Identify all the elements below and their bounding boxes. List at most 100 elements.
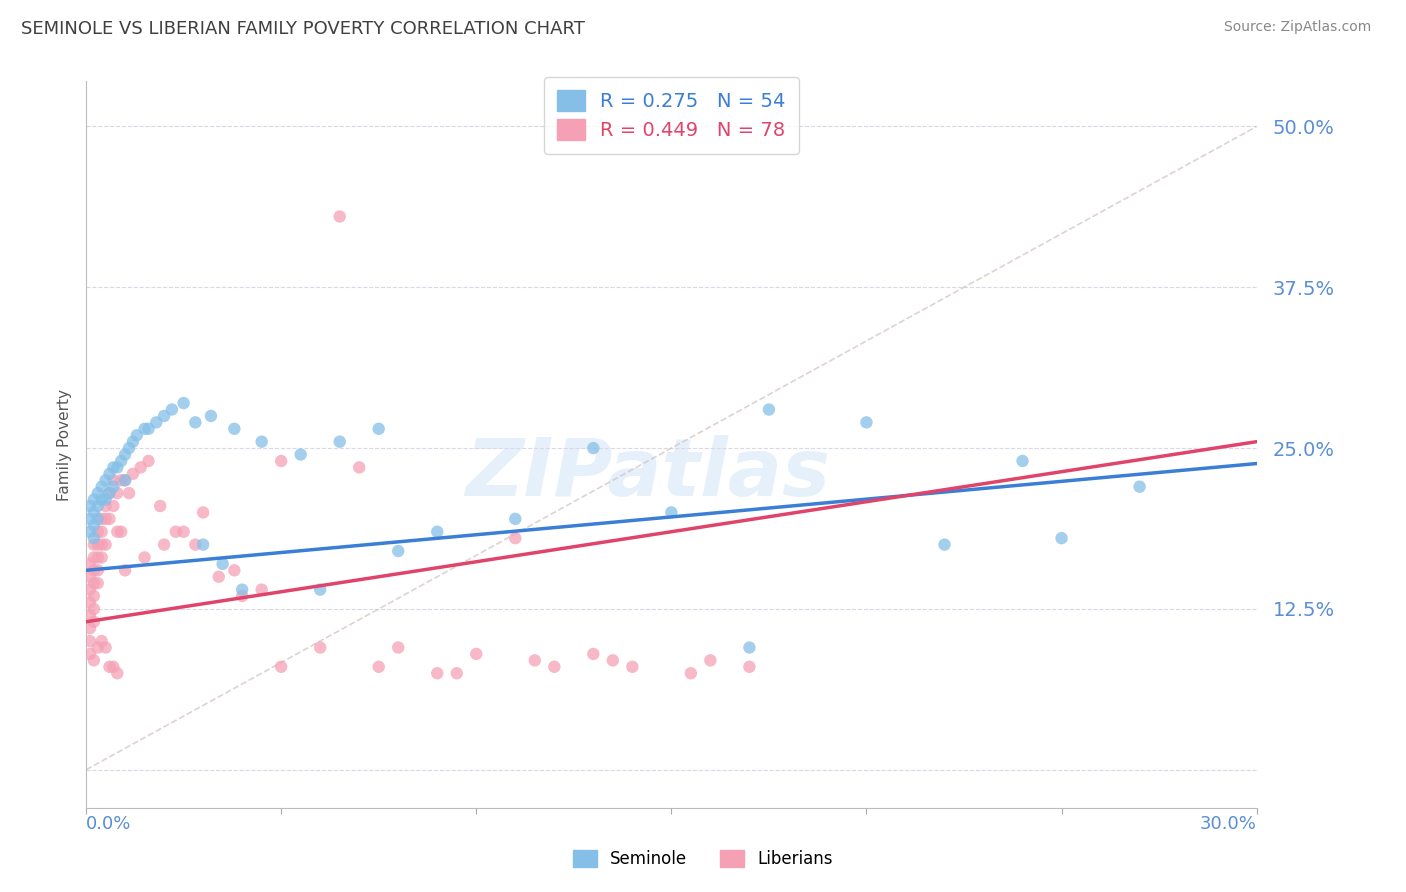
Point <box>231 582 253 597</box>
Point <box>699 653 721 667</box>
Point <box>211 557 233 571</box>
Point <box>329 210 352 224</box>
Point <box>367 660 389 674</box>
Point <box>855 416 877 430</box>
Point <box>934 538 956 552</box>
Point <box>83 615 105 629</box>
Point <box>503 531 526 545</box>
Point <box>87 550 110 565</box>
Point <box>270 660 292 674</box>
Point <box>79 595 101 609</box>
Point <box>153 409 176 423</box>
Point <box>83 653 105 667</box>
Point <box>125 428 148 442</box>
Point <box>329 434 352 449</box>
Point <box>426 666 449 681</box>
Point <box>191 538 214 552</box>
Point <box>122 467 145 481</box>
Point <box>465 647 488 661</box>
Point <box>129 460 152 475</box>
Point <box>87 640 110 655</box>
Point <box>145 416 167 430</box>
Point <box>90 492 112 507</box>
Point <box>110 454 132 468</box>
Point <box>94 512 117 526</box>
Point <box>224 563 246 577</box>
Point <box>114 448 136 462</box>
Point <box>165 524 187 539</box>
Point <box>1011 454 1033 468</box>
Point <box>110 473 132 487</box>
Point <box>231 589 253 603</box>
Point <box>387 640 409 655</box>
Point <box>149 499 172 513</box>
Point <box>110 524 132 539</box>
Point <box>153 538 176 552</box>
Point <box>387 544 409 558</box>
Point <box>173 524 195 539</box>
Point <box>103 499 125 513</box>
Point <box>103 460 125 475</box>
Point <box>87 576 110 591</box>
Point <box>90 512 112 526</box>
Point <box>90 524 112 539</box>
Point <box>103 480 125 494</box>
Point <box>83 589 105 603</box>
Text: ZIPatlas: ZIPatlas <box>465 435 831 513</box>
Point <box>250 582 273 597</box>
Point <box>621 660 644 674</box>
Point <box>105 666 128 681</box>
Point <box>87 512 110 526</box>
Point <box>83 576 105 591</box>
Point <box>426 524 449 539</box>
Text: 30.0%: 30.0% <box>1199 814 1257 833</box>
Point <box>758 402 780 417</box>
Point <box>543 660 565 674</box>
Point <box>83 602 105 616</box>
Point <box>90 634 112 648</box>
Point <box>138 454 160 468</box>
Point <box>523 653 546 667</box>
Point <box>79 647 101 661</box>
Point <box>309 582 332 597</box>
Point <box>87 486 110 500</box>
Text: SEMINOLE VS LIBERIAN FAMILY POVERTY CORRELATION CHART: SEMINOLE VS LIBERIAN FAMILY POVERTY CORR… <box>21 20 585 37</box>
Point <box>134 422 156 436</box>
Point <box>738 640 761 655</box>
Point <box>503 512 526 526</box>
Point <box>679 666 702 681</box>
Point <box>83 492 105 507</box>
Point <box>114 473 136 487</box>
Point <box>87 563 110 577</box>
Point <box>87 538 110 552</box>
Point <box>122 434 145 449</box>
Point <box>79 634 101 648</box>
Point <box>94 499 117 513</box>
Point <box>582 441 605 455</box>
Point <box>191 505 214 519</box>
Point <box>98 512 121 526</box>
Point <box>87 524 110 539</box>
Point <box>83 563 105 577</box>
Point <box>103 473 125 487</box>
Point <box>160 402 183 417</box>
Point <box>90 550 112 565</box>
Point <box>367 422 389 436</box>
Point <box>94 538 117 552</box>
Point <box>79 608 101 623</box>
Point <box>98 486 121 500</box>
Text: Source: ZipAtlas.com: Source: ZipAtlas.com <box>1223 20 1371 34</box>
Point <box>79 570 101 584</box>
Point <box>118 441 141 455</box>
Point <box>98 660 121 674</box>
Point <box>224 422 246 436</box>
Point <box>105 524 128 539</box>
Point <box>200 409 222 423</box>
Point <box>582 647 605 661</box>
Point <box>184 538 207 552</box>
Point <box>83 550 105 565</box>
Point <box>87 499 110 513</box>
Point <box>250 434 273 449</box>
Point <box>98 467 121 481</box>
Point <box>90 480 112 494</box>
